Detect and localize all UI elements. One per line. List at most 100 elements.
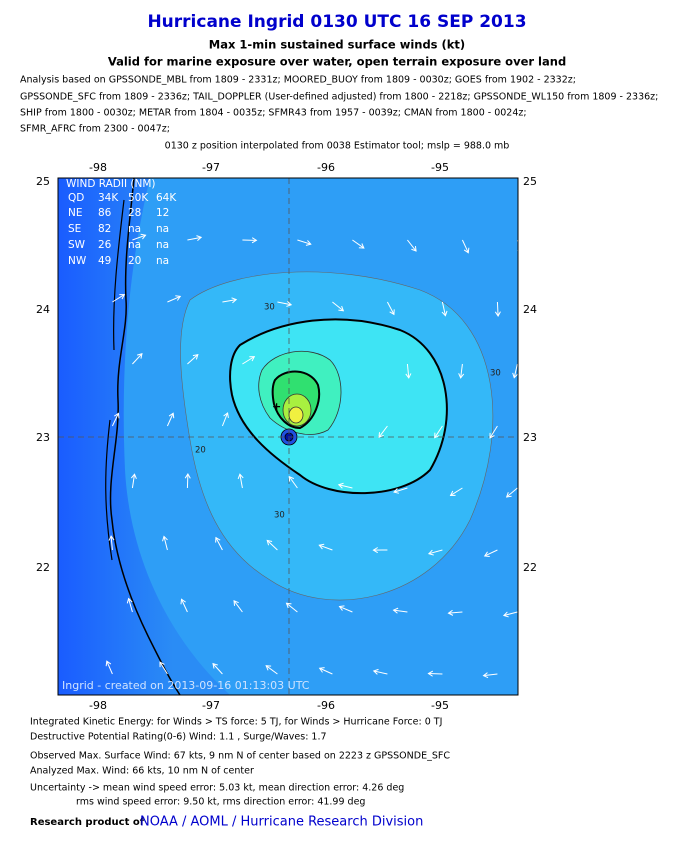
- lat-label: 22: [523, 561, 537, 574]
- wind-arrow: [159, 661, 168, 675]
- wind-arrow-head: [286, 301, 293, 307]
- wind-arrow: [181, 599, 188, 613]
- wind-arrow-head: [249, 356, 256, 362]
- wind-arrow: [496, 301, 499, 317]
- radii-cell: SW: [68, 239, 86, 251]
- wind-arrow: [106, 660, 113, 675]
- wind-arrow-head: [215, 536, 221, 543]
- lat-label: 24: [36, 303, 50, 316]
- radii-cell: 20: [128, 255, 141, 267]
- lon-label: -97: [202, 161, 220, 174]
- footer-line: Observed Max. Surface Wind: 67 kts, 9 nm…: [30, 751, 450, 762]
- wind-arrow-head: [411, 245, 417, 252]
- coastline: [109, 178, 181, 695]
- wind-arrow: [187, 354, 199, 365]
- research-link[interactable]: NOAA / AOML / Hurricane Research Divisio…: [140, 815, 423, 830]
- wind-arrow-head: [427, 549, 434, 556]
- wind-arrow-head: [378, 432, 384, 438]
- wind-arrow-head: [389, 309, 395, 316]
- lat-label: 23: [36, 431, 50, 444]
- lon-label: -98: [89, 161, 107, 174]
- wind-arrow-head: [502, 611, 509, 618]
- title: Hurricane Ingrid 0130 UTC 16 SEP 2013: [147, 12, 526, 32]
- lat-label: 25: [36, 175, 50, 188]
- contour-label: 30: [264, 303, 275, 313]
- wind-arrow-head: [358, 243, 365, 249]
- wind-arrow-head: [140, 233, 147, 240]
- wind-arrow-head: [372, 547, 378, 554]
- wind-arrow-head: [266, 539, 273, 546]
- wind-arrow-head: [108, 535, 115, 541]
- radii-cell: NE: [68, 207, 83, 219]
- wind-arrow: [288, 476, 298, 489]
- wind-arrow: [441, 301, 446, 316]
- wind-arrow-head: [505, 492, 512, 498]
- wind-arrow: [242, 356, 255, 365]
- wind-arrow: [319, 544, 333, 551]
- wind-arrow: [450, 487, 463, 496]
- radii-cell: na: [128, 223, 141, 235]
- wind-arrow-head: [114, 412, 120, 419]
- wind-arrow: [212, 663, 223, 675]
- wind-arrow-head: [105, 660, 112, 667]
- wind-arrow-head: [265, 665, 272, 671]
- wind-arrow-head: [447, 609, 454, 616]
- wind-arrow: [484, 549, 498, 557]
- lon-label: -95: [431, 161, 449, 174]
- wind-arrow-head: [184, 473, 191, 479]
- radii-cell: na: [156, 239, 169, 251]
- wind-arrow: [277, 301, 292, 306]
- wind-arrow-head: [231, 297, 238, 304]
- wind-arrow-head: [251, 237, 258, 244]
- position-note: 0130 z position interpolated from 0038 E…: [165, 141, 510, 152]
- footer-line: Integrated Kinetic Energy: for Winds > T…: [30, 717, 442, 728]
- wind-arrow-head: [392, 607, 399, 614]
- wind-arrow-head: [449, 490, 456, 496]
- subtitle: Max 1-min sustained surface winds (kt): [209, 38, 465, 52]
- contour-labels: 30 30 20 30: [195, 303, 501, 521]
- radii-cell: 86: [98, 207, 112, 219]
- wind-arrow-head: [318, 543, 325, 550]
- wind-arrow: [506, 487, 518, 498]
- contour-label: 30: [274, 511, 285, 521]
- wind-arrow-head: [482, 672, 489, 679]
- wind-arrow-head: [162, 535, 168, 542]
- wind-arrow-head: [463, 247, 470, 254]
- map: +: [58, 178, 518, 695]
- wind-arrow: [483, 673, 498, 677]
- footer-line: Analyzed Max. Wind: 66 kts, 10 nm N of c…: [30, 766, 254, 777]
- wind-arrow-head: [458, 373, 465, 379]
- radii-header: 50K: [128, 192, 149, 204]
- wind-arrow: [132, 353, 143, 365]
- wind-arrow-head: [372, 668, 379, 675]
- lon-label: -96: [317, 161, 335, 174]
- wind-arrow: [222, 299, 237, 303]
- wind-arrow-head: [126, 597, 133, 604]
- center-mark: +: [272, 400, 281, 413]
- radii-cell: na: [156, 255, 169, 267]
- analysis-line: SHIP from 1800 - 0030z; METAR from 1804 …: [20, 108, 527, 119]
- wind-arrow-head: [338, 605, 345, 611]
- wind-arrow: [352, 239, 365, 249]
- footer-line: Destructive Potential Rating(0-6) Wind: …: [30, 732, 327, 743]
- wind-arrow-head: [175, 295, 182, 301]
- contour-label: 20: [195, 446, 206, 456]
- wind-arrow: [286, 602, 298, 613]
- wind-arrow: [428, 549, 443, 555]
- wind-arrow: [112, 294, 125, 303]
- wind-arrow-head: [512, 372, 518, 379]
- wind-arrow-head: [137, 353, 143, 359]
- contour-label: 30: [490, 369, 501, 379]
- wind-arrow-head: [405, 373, 412, 379]
- wind-arrow: [128, 598, 133, 613]
- wind-arrow-head: [434, 432, 440, 439]
- wind-arrow: [266, 540, 278, 551]
- lon-label: -97: [202, 699, 220, 712]
- radii-header: 64K: [156, 192, 177, 204]
- wind-arrow-head: [483, 551, 490, 557]
- wind-arrow: [434, 425, 443, 438]
- wind-arrow-head: [427, 670, 434, 677]
- wind-arrow: [319, 667, 333, 675]
